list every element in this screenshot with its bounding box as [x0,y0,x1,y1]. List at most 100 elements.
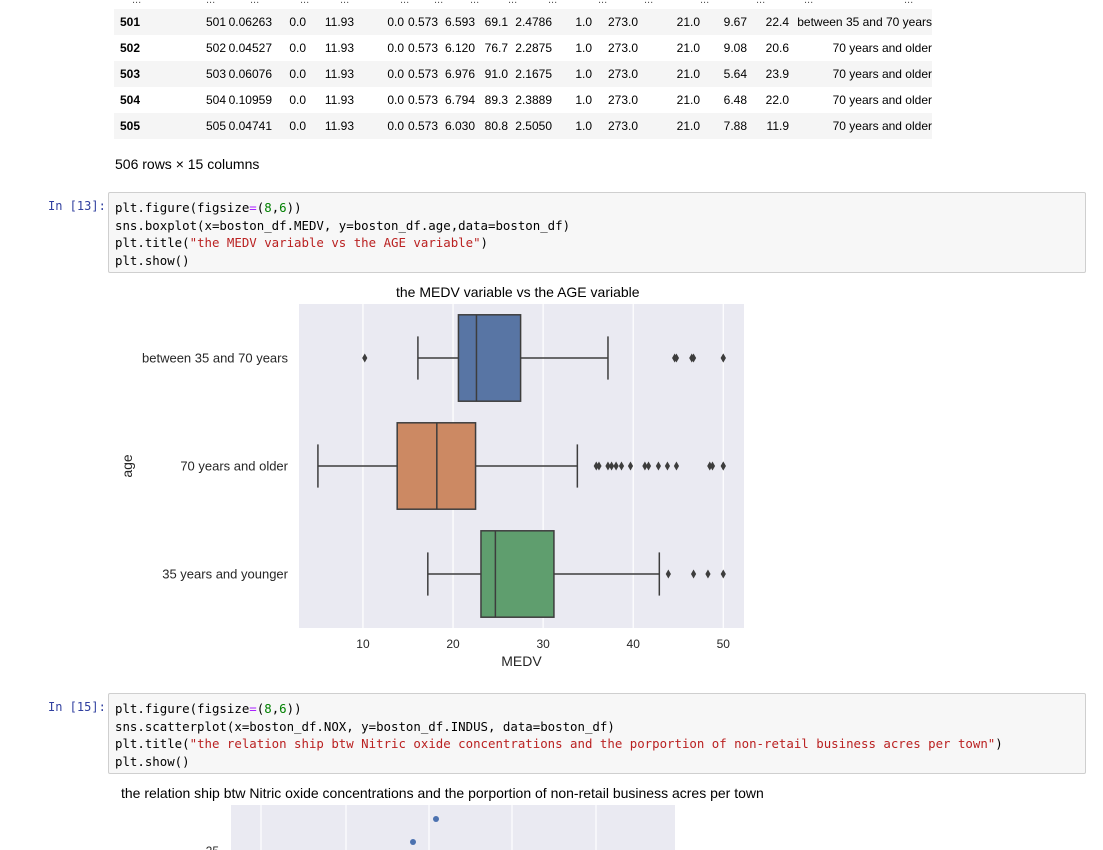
table-cell: 2.5050 [508,113,552,139]
outlier-point [707,461,713,471]
outlier-point [720,353,726,363]
dataframe-table: 501 501 0.06263 0.0 11.93 0.0 0.573 6.593 69.1 2.… [114,9,932,139]
table-cell: 0.573 [407,93,438,107]
outlier-point [613,461,619,471]
ellipsis-mark: ... [804,0,814,6]
y-category-label: 70 years and older [180,459,288,474]
table-cell: 6.030 [438,113,475,139]
y-category-label: 35 years and younger [162,567,288,582]
table-cell: 0.0 [387,93,404,107]
x-tick-label: 40 [627,637,641,651]
outlier-point [720,569,726,579]
code-line: sns.scatterplot(x=boston_df.NOX, y=bosto… [115,718,615,734]
outlier-point [627,461,634,471]
ellipsis-mark: ... [700,0,710,6]
table-cell: 0.0 [354,113,404,139]
outlier-point [642,461,648,471]
code-line: plt.show() [115,252,190,268]
outlier-point [618,461,625,471]
table-cell: 70 years and older [789,61,932,87]
table-cell: 0.06263 [226,9,272,35]
table-cell: 0.0 [354,9,404,35]
plot-area [231,805,675,850]
table-cell: 273.0 [592,61,638,87]
code-line: plt.title("the relation ship btw Nitric … [115,736,1003,751]
row-index: 502 [120,41,141,55]
table-cell: 0.0 [289,41,306,55]
code-line: plt.title("the MEDV variable vs the AGE … [115,235,489,250]
table-cell: 11.93 [306,61,354,87]
outlier-point [720,461,726,471]
table-cell: 1.0 [552,61,592,87]
table-cell: 0.06076 [226,61,272,87]
table-cell: 5.64 [700,61,747,87]
outlier-point [665,569,671,579]
table-cell: 76.7 [484,41,508,55]
table-cell: 7.88 [700,113,747,139]
table-cell: 503 [196,61,226,87]
table-cell: 6.976 [438,61,475,87]
table-cell: 501 [196,9,226,35]
dataframe-shape-info: 506 rows × 15 columns [115,156,260,172]
table-cell: 9.08 [723,41,747,55]
table-cell: 0.0 [272,61,306,87]
boxplot-chart: 10 20 30 40 50 between 35 and 70 years 70 year… [119,304,744,669]
outlier-point [690,353,697,363]
cell-13-prompt: In [13]: [48,199,106,213]
cell-13-code-editor[interactable]: plt.figure(figsize=(8,6)) sns.boxplot(x=… [108,192,1086,273]
ellipsis-mark: ... [206,0,216,6]
ellipsis-mark: ... [756,0,766,6]
table-cell: 21.0 [638,61,700,87]
table-cell: 21.0 [676,41,700,55]
ellipsis-mark: ... [470,0,480,6]
table-cell: 6.120 [444,41,475,55]
table-cell: 6.48 [723,93,747,107]
table-cell: 69.1 [475,9,508,35]
table-cell: 0.573 [407,41,438,55]
table-cell: 2.1675 [508,61,552,87]
x-tick-label: 10 [356,637,370,651]
table-cell: 70 years and older [789,113,932,139]
table-cell: 1.0 [575,93,592,107]
outlier-point [605,461,611,471]
outlier-point [709,461,716,471]
scatter-point [433,816,439,822]
ellipsis-mark: ... [598,0,608,6]
cell-15-prompt: In [15]: [48,700,106,714]
row-index: 505 [114,113,196,139]
table-cell: 9.67 [700,9,747,35]
outlier-point [645,461,652,471]
x-tick-label: 30 [536,637,550,651]
cell-15-code-editor[interactable]: plt.figure(figsize=(8,6)) sns.scatterplo… [108,693,1086,774]
table-cell: 273.0 [592,9,638,35]
box [480,530,555,618]
table-cell: 0.0 [272,9,306,35]
ellipsis-mark: ... [400,0,410,6]
table-cell: 2.4786 [508,9,552,35]
table-cell: 2.3889 [515,93,552,107]
table-cell: 20.6 [765,41,789,55]
table-cell: 22.4 [747,9,789,35]
table-cell: 0.0 [289,93,306,107]
boxplot-title: the MEDV variable vs the AGE variable [396,284,640,300]
x-tick-label: 50 [717,637,731,651]
table-cell: 273.0 [607,41,638,55]
table-cell: 91.0 [475,61,508,87]
table-row: 501 501 0.06263 0.0 11.93 0.0 0.573 6.593 69.1 2.… [114,9,932,35]
x-axis-label: MEDV [501,653,542,669]
table-row: 505 505 0.04741 0.0 11.93 0.0 0.573 6.030 80.8 2.… [114,113,932,139]
y-category-label: between 35 and 70 years [142,351,288,366]
table-ellipsis-row: ........................................… [114,0,970,8]
table-cell: 0.0 [354,61,404,87]
y-axis-label: age [119,454,135,478]
ellipsis-mark: ... [300,0,310,6]
y-tick-label: 25 [206,844,220,850]
ellipsis-mark: ... [132,0,142,6]
ellipsis-mark: ... [644,0,654,6]
table-cell: 0.573 [404,61,438,87]
code-line: plt.figure(figsize=(8,6)) [115,701,302,716]
outlier-point [596,461,602,471]
scatter-point [410,839,416,845]
ellipsis-mark: ... [250,0,260,6]
ellipsis-mark: ... [340,0,350,6]
